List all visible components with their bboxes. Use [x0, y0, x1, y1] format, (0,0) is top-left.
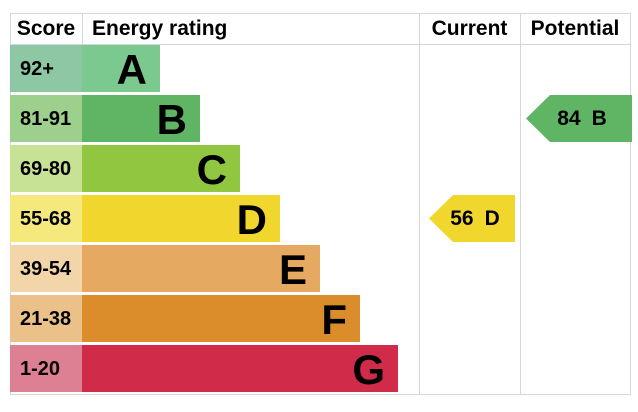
band-score-range: 39-54 — [10, 245, 82, 292]
band-rating-bar: A — [82, 45, 160, 93]
current-rating-arrow: 56 D — [429, 195, 515, 242]
band-score-range: 1-20 — [10, 345, 82, 392]
potential-rating-letter: B — [591, 106, 607, 130]
potential-rating-value: 84 — [557, 106, 581, 130]
current-rating-value: 56 — [450, 206, 474, 230]
grid-line-header-bottom — [10, 44, 631, 45]
grid-line-bottom — [10, 394, 631, 395]
grid-line-right — [630, 13, 631, 395]
header-score: Score — [16, 17, 76, 40]
grid-line-potential-divider — [520, 13, 521, 394]
header-current: Current — [431, 17, 508, 40]
grid-line-top — [10, 13, 631, 14]
band-rating-bar: C — [82, 145, 240, 193]
grid-line-score-divider — [82, 13, 83, 44]
band-score-range: 21-38 — [10, 295, 82, 342]
band-rating-bar: G — [82, 345, 398, 393]
band-score-range: 55-68 — [10, 195, 82, 242]
band-score-range: 69-80 — [10, 145, 82, 192]
header-energy-rating: Energy rating — [92, 17, 228, 40]
band-score-range: 81-91 — [10, 95, 82, 142]
grid-line-current-divider — [419, 13, 420, 394]
band-score-range: 92+ — [10, 45, 82, 92]
band-rating-bar: D — [82, 195, 280, 243]
band-rating-bar: B — [82, 95, 200, 143]
current-rating-letter: D — [484, 206, 500, 230]
band-rating-bar: F — [82, 295, 360, 343]
band-rating-bar: E — [82, 245, 320, 293]
potential-rating-arrow: 84 B — [526, 95, 632, 142]
header-potential: Potential — [530, 17, 620, 40]
